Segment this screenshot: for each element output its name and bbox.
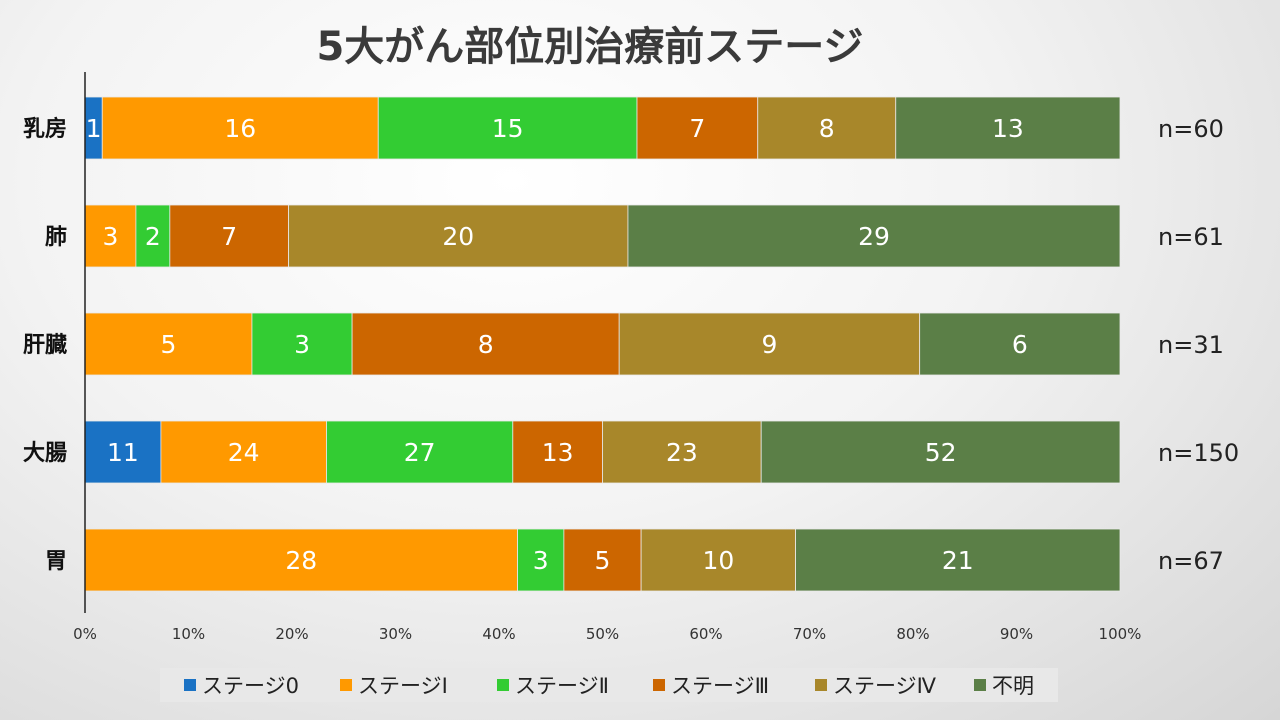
data-label: 28 bbox=[285, 546, 317, 575]
bar-segment bbox=[288, 204, 629, 268]
data-label: 8 bbox=[478, 330, 494, 359]
bar-segment bbox=[84, 528, 518, 592]
x-tick-label: 0% bbox=[73, 625, 97, 643]
data-label: 24 bbox=[228, 438, 260, 467]
data-label: 13 bbox=[992, 114, 1024, 143]
x-tick-label: 100% bbox=[1099, 625, 1142, 643]
legend-swatch bbox=[497, 679, 509, 691]
legend-label: ステージⅣ bbox=[833, 674, 937, 698]
bar-segment bbox=[757, 96, 897, 160]
bar-segment bbox=[101, 96, 379, 160]
bar-segment bbox=[517, 528, 565, 592]
bar-segment bbox=[169, 204, 290, 268]
bar-segment bbox=[351, 312, 620, 376]
n-label: n=31 bbox=[1158, 331, 1224, 359]
category-label: 肺 bbox=[45, 225, 67, 250]
data-label: 27 bbox=[404, 438, 436, 467]
legend-swatch bbox=[815, 679, 827, 691]
legend-label: ステージⅠ bbox=[358, 674, 448, 698]
data-label: 13 bbox=[542, 438, 574, 467]
legend-swatch bbox=[974, 679, 986, 691]
bar-segment bbox=[640, 528, 796, 592]
data-label: 5 bbox=[161, 330, 177, 359]
data-label: 7 bbox=[689, 114, 705, 143]
category-label: 大腸 bbox=[23, 441, 67, 466]
legend-swatch bbox=[184, 679, 196, 691]
bar-segment bbox=[618, 312, 921, 376]
bar-segment bbox=[84, 420, 162, 484]
bar-segment bbox=[326, 420, 514, 484]
bar-segment bbox=[627, 204, 1121, 268]
x-tick-label: 60% bbox=[689, 625, 722, 643]
bar-segment bbox=[602, 420, 762, 484]
data-label: 8 bbox=[819, 114, 835, 143]
data-label: 23 bbox=[666, 438, 698, 467]
data-label: 9 bbox=[761, 330, 777, 359]
legend: ステージ0 ステージⅠ ステージⅡ ステージⅢ ステージⅣ 不明 bbox=[184, 674, 1034, 698]
bar-segment bbox=[512, 420, 603, 484]
bar-segment bbox=[760, 420, 1121, 484]
bar-segment bbox=[377, 96, 638, 160]
data-label: 2 bbox=[145, 222, 161, 251]
data-label: 10 bbox=[702, 546, 734, 575]
category-label: 肝臓 bbox=[23, 333, 67, 358]
x-tick-label: 80% bbox=[896, 625, 929, 643]
legend-label: ステージ0 bbox=[202, 674, 299, 698]
data-label: 3 bbox=[294, 330, 310, 359]
data-label: 52 bbox=[925, 438, 957, 467]
bar-segment bbox=[563, 528, 642, 592]
legend-background bbox=[160, 668, 1058, 702]
x-tick-label: 30% bbox=[379, 625, 412, 643]
legend-label: ステージⅢ bbox=[671, 674, 769, 698]
data-label: 11 bbox=[107, 438, 139, 467]
n-label: n=61 bbox=[1158, 223, 1224, 251]
data-label: 6 bbox=[1012, 330, 1028, 359]
bar-segment bbox=[84, 204, 137, 268]
x-tick-label: 10% bbox=[172, 625, 205, 643]
bar-segment bbox=[636, 96, 759, 160]
legend-swatch bbox=[653, 679, 665, 691]
bar-segment bbox=[895, 96, 1121, 160]
data-label: 20 bbox=[442, 222, 474, 251]
legend-swatch bbox=[340, 679, 352, 691]
category-label: 乳房 bbox=[23, 116, 67, 142]
data-label: 7 bbox=[221, 222, 237, 251]
data-label: 16 bbox=[224, 114, 256, 143]
x-axis-tick-labels: 0% 10% 20% 30% 40% 50% 60% 70% 80% 90% 100% bbox=[73, 625, 1141, 643]
n-label: n=67 bbox=[1158, 547, 1224, 575]
n-label: n=150 bbox=[1158, 439, 1239, 467]
n-label: n=60 bbox=[1158, 115, 1224, 143]
data-label: 1 bbox=[86, 114, 102, 143]
x-tick-label: 40% bbox=[482, 625, 515, 643]
x-tick-label: 50% bbox=[586, 625, 619, 643]
data-label: 15 bbox=[492, 114, 524, 143]
data-label: 3 bbox=[533, 546, 549, 575]
data-label: 5 bbox=[595, 546, 611, 575]
bar-segment bbox=[919, 312, 1121, 376]
data-label: 3 bbox=[102, 222, 118, 251]
x-tick-label: 20% bbox=[275, 625, 308, 643]
legend-label: 不明 bbox=[992, 674, 1034, 698]
category-label: 胃 bbox=[45, 549, 67, 574]
chart-title: 5大がん部位別治療前ステージ bbox=[316, 24, 863, 70]
x-tick-label: 70% bbox=[793, 625, 826, 643]
n-labels: n=60 n=61 n=31 n=150 n=67 bbox=[1158, 115, 1239, 575]
x-tick-label: 90% bbox=[1000, 625, 1033, 643]
bar-segment bbox=[251, 312, 353, 376]
bar-segment bbox=[795, 528, 1121, 592]
bar-segment bbox=[84, 312, 253, 376]
legend-label: ステージⅡ bbox=[515, 674, 609, 698]
data-label: 29 bbox=[858, 222, 890, 251]
bar-segment bbox=[160, 420, 327, 484]
data-label: 21 bbox=[942, 546, 974, 575]
